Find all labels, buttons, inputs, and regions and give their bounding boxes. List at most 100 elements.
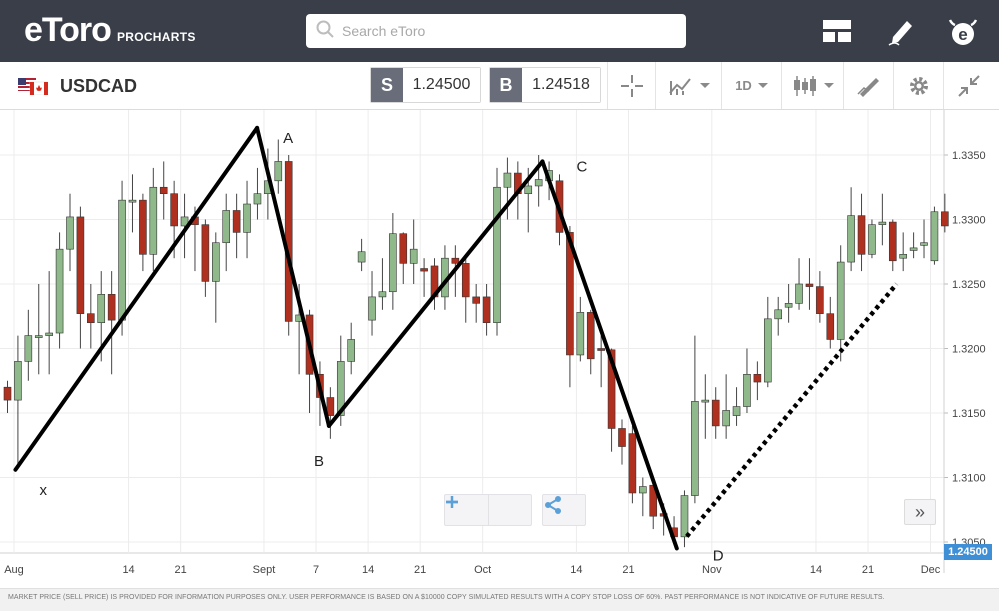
candles-button[interactable] — [781, 62, 843, 109]
scroll-forward-button[interactable]: » — [904, 499, 936, 525]
candle — [399, 232, 408, 284]
etoro-logo[interactable]: eToro PROCHARTS — [24, 10, 196, 50]
candle-body — [389, 233, 397, 293]
candle-body — [222, 210, 231, 244]
candle — [753, 361, 762, 401]
candle-body — [139, 199, 147, 255]
buy-button[interactable]: B 1.24518 — [489, 67, 601, 103]
candle-body — [45, 332, 53, 336]
candle — [420, 258, 428, 297]
candle — [274, 139, 283, 194]
candle-body — [253, 193, 262, 205]
settings-button[interactable] — [893, 62, 943, 109]
candle-body — [774, 309, 783, 320]
pattern-point-label: x — [39, 482, 47, 499]
draw-tools-button[interactable] — [843, 62, 893, 109]
candle — [3, 380, 12, 413]
candle-body — [597, 348, 605, 351]
x-tick-label: Oct — [474, 564, 491, 576]
candle-body — [618, 428, 626, 447]
candle-body — [170, 193, 178, 227]
candle-body — [409, 248, 418, 264]
candle-body — [201, 224, 210, 282]
candle — [378, 258, 387, 310]
etoro-e-icon[interactable]: e — [946, 14, 980, 48]
x-tick-label: 14 — [810, 564, 822, 576]
candle-body — [107, 294, 116, 321]
pattern-leg — [540, 159, 679, 551]
candle-body — [628, 433, 637, 494]
candle-body — [576, 312, 585, 356]
candle — [14, 335, 22, 465]
sell-button[interactable]: S 1.24500 — [370, 67, 481, 103]
chart-type-icon — [668, 77, 691, 95]
candle-body — [14, 361, 22, 401]
candle — [55, 232, 64, 349]
candle — [732, 387, 741, 426]
candle-body — [76, 216, 85, 314]
candle — [566, 225, 574, 388]
layout-icon[interactable] — [820, 14, 854, 48]
candle-body — [857, 215, 866, 255]
candle-body — [128, 199, 137, 203]
candle-body — [55, 248, 64, 334]
candle-body — [763, 318, 772, 383]
candle-body — [159, 186, 168, 194]
crosshair-button[interactable] — [607, 62, 655, 109]
candlestick-chart[interactable]: x A B C D 1.3350 1.3300 1.3250 1.3200 1.3150 1.31… — [0, 110, 999, 588]
x-tick-label: 21 — [414, 564, 426, 576]
candle-body — [847, 215, 855, 263]
instrument-bar: USDCAD S 1.24500 B 1.24518 1D — [0, 62, 999, 110]
candle-body — [212, 242, 220, 282]
candle-body — [722, 410, 730, 427]
x-tick-label: Nov — [702, 564, 722, 576]
y-tick-label: 1.3100 — [952, 473, 986, 485]
x-tick-label: Dec — [921, 564, 941, 576]
candle — [691, 335, 699, 504]
candle — [430, 258, 439, 310]
double-chevron-right-icon: » — [914, 501, 925, 522]
instrument-symbol[interactable]: USDCAD — [60, 76, 138, 96]
candle — [743, 348, 751, 413]
candle — [149, 167, 158, 272]
candle — [597, 335, 605, 388]
search-input[interactable] — [342, 23, 662, 39]
x-tick-label: Aug — [4, 564, 24, 576]
candle — [357, 238, 366, 272]
pattern-point-label: D — [713, 547, 724, 564]
y-tick-label: 1.3350 — [952, 150, 986, 162]
candle — [76, 206, 85, 349]
zoom-in-button[interactable] — [446, 495, 532, 525]
search-icon — [316, 20, 334, 43]
price-chart[interactable]: x A B C D 1.3350 1.3300 1.3250 1.3200 1.3150 1.31… — [0, 110, 999, 588]
search-box[interactable] — [306, 14, 686, 48]
current-price-badge: 1.24500 — [944, 544, 992, 560]
candles-icon — [793, 75, 816, 96]
candle-body — [399, 233, 408, 264]
candle — [618, 419, 626, 465]
edit-pen-icon[interactable] — [884, 14, 918, 48]
candle — [795, 258, 803, 310]
candle-body — [836, 261, 845, 340]
candle-body — [336, 361, 345, 416]
pattern-point-label: C — [576, 158, 587, 175]
usd-cad-flag-icon — [18, 78, 49, 96]
candle-body — [711, 399, 720, 427]
candle — [680, 490, 689, 548]
chart-type-button[interactable] — [655, 62, 721, 109]
share-button[interactable] — [542, 494, 586, 526]
top-bar: eToro PROCHARTS e — [0, 0, 999, 62]
candle — [586, 309, 595, 375]
x-tick-label: 14 — [122, 564, 134, 576]
candle — [878, 193, 887, 246]
y-tick-label: 1.3300 — [952, 215, 986, 227]
timeframe-dropdown[interactable]: 1D — [721, 62, 781, 109]
candle — [899, 232, 907, 272]
candle — [87, 284, 95, 349]
candle — [253, 167, 262, 220]
candle-body — [24, 335, 33, 362]
buy-price: 1.24518 — [522, 68, 600, 102]
collapse-button[interactable] — [943, 62, 993, 109]
x-tick-label: 14 — [570, 564, 582, 576]
